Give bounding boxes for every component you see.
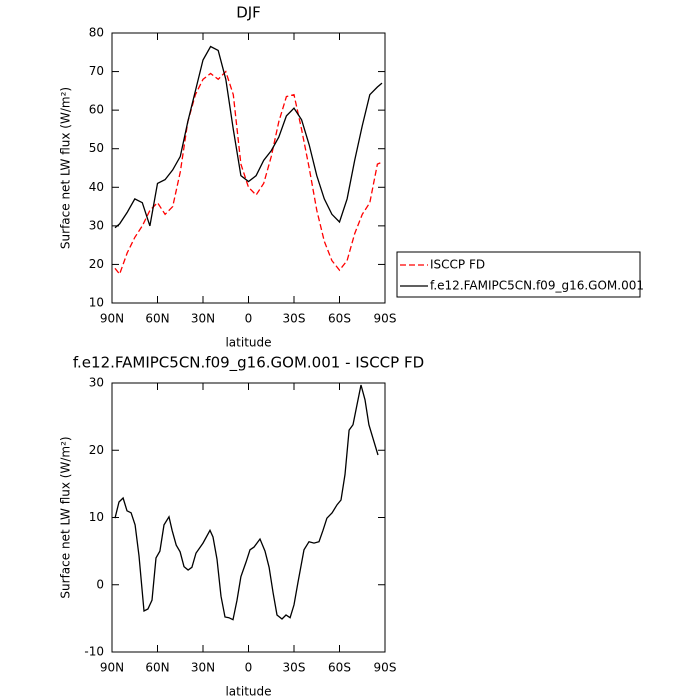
y-tick-label: 60	[89, 103, 104, 117]
legend-box	[396, 251, 641, 298]
series-line	[114, 384, 379, 621]
chart-title: f.e12.FAMIPC5CN.f09_g16.GOM.001 - ISCCP …	[73, 354, 424, 373]
x-tick-label: 30S	[283, 661, 306, 675]
x-tick-label: 60S	[328, 661, 351, 675]
x-tick-label: 0	[245, 661, 253, 675]
y-tick-label: 80	[89, 26, 104, 40]
x-axis-label: latitude	[225, 336, 271, 350]
x-tick-label: 30N	[191, 312, 215, 326]
y-tick-label: 50	[89, 141, 104, 155]
x-tick-label: 30S	[283, 312, 306, 326]
y-tick-label: 30	[89, 376, 104, 390]
x-tick-label: 30N	[191, 661, 215, 675]
x-axis-label: latitude	[225, 685, 271, 699]
y-tick-label: 0	[96, 577, 104, 591]
y-tick-label: 40	[89, 180, 104, 194]
legend-label: f.e12.FAMIPC5CN.f09_g16.GOM.001	[430, 279, 644, 293]
x-tick-label: 90N	[100, 312, 124, 326]
legend-label: ISCCP FD	[430, 258, 485, 272]
y-tick-label: 20	[89, 257, 104, 271]
y-tick-label: 70	[89, 64, 104, 78]
x-tick-label: 90N	[100, 661, 124, 675]
plot-frame	[111, 32, 386, 304]
y-tick-label: 10	[89, 296, 104, 310]
series-line	[114, 45, 383, 229]
x-tick-label: 90S	[374, 661, 397, 675]
y-tick-label: 30	[89, 218, 104, 232]
x-tick-label: 90S	[374, 312, 397, 326]
x-tick-label: 60N	[145, 312, 169, 326]
chart-title: DJF	[236, 4, 261, 22]
plot-frame	[111, 382, 386, 653]
x-tick-label: 0	[245, 312, 253, 326]
x-tick-label: 60S	[328, 312, 351, 326]
series-line	[114, 70, 383, 276]
y-tick-label: 20	[89, 443, 104, 457]
y-tick-label: 10	[89, 510, 104, 524]
y-tick-label: -10	[84, 645, 104, 659]
y-axis-label: Surface net LW flux (W/m²)	[59, 436, 73, 598]
y-axis-label: Surface net LW flux (W/m²)	[59, 87, 73, 249]
x-tick-label: 60N	[145, 661, 169, 675]
